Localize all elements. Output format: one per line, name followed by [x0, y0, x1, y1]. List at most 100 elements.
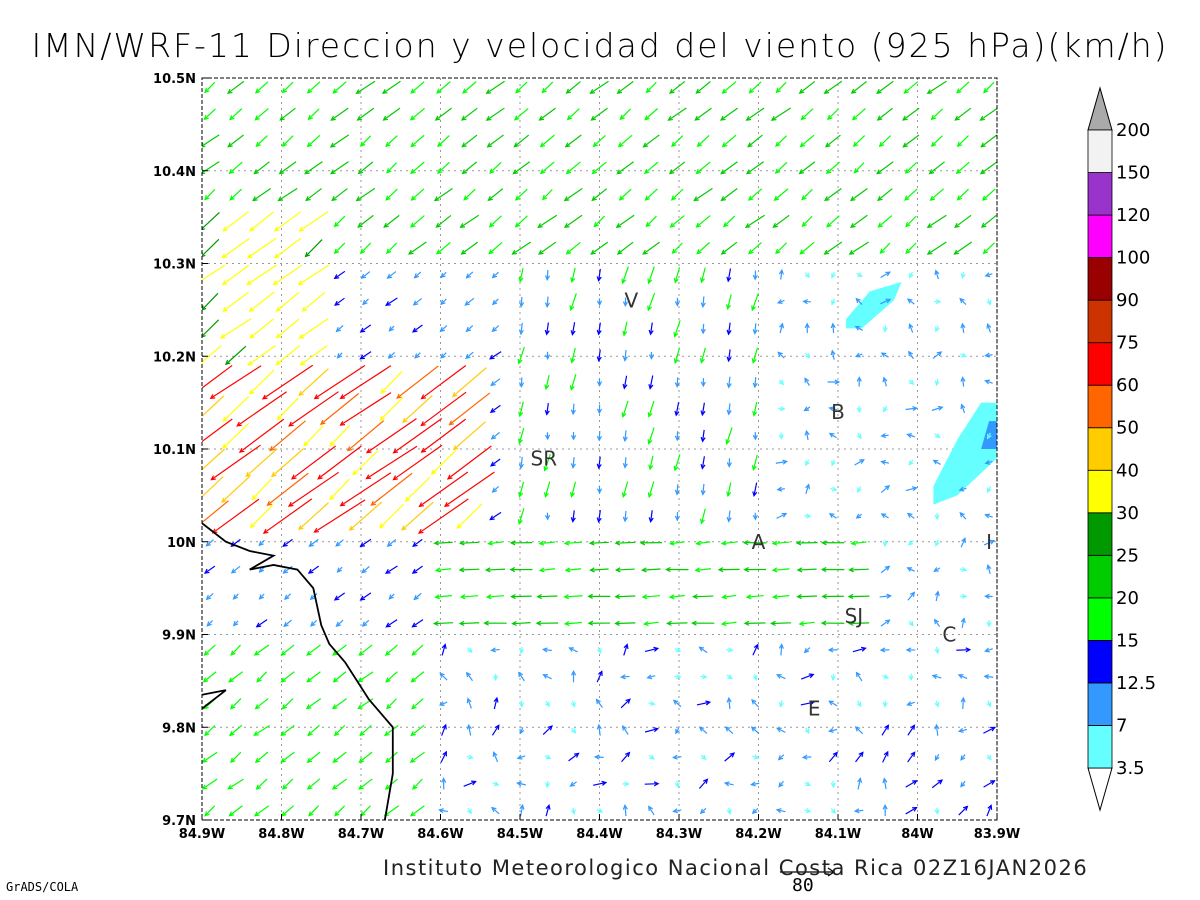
wind-arrow: [232, 620, 239, 627]
wind-arrow-shaft: [930, 188, 945, 201]
wind-arrow-shaft: [336, 619, 344, 627]
wind-arrow-shaft: [904, 81, 919, 94]
wind-arrow-shaft: [465, 351, 474, 359]
wind-arrow: [538, 540, 556, 546]
wind-arrow: [306, 751, 321, 763]
wind-arrow: [960, 537, 966, 548]
wind-arrow: [306, 81, 321, 94]
wind-arrow: [228, 805, 243, 817]
wind-arrow-head: [465, 671, 472, 678]
wind-arrow: [253, 725, 270, 736]
wind-arrow: [745, 107, 765, 121]
wind-arrow: [384, 644, 398, 656]
wind-arrow-shaft: [229, 805, 243, 817]
wind-arrow: [460, 241, 479, 255]
wind-arrow-head: [543, 492, 549, 498]
wind-arrow: [384, 565, 398, 574]
wind-arrow: [535, 620, 559, 626]
wind-arrow-shaft: [747, 595, 764, 598]
wind-arrow-head: [565, 169, 572, 175]
wind-arrow: [848, 241, 869, 255]
wind-arrow: [297, 264, 330, 286]
wind-arrow-head: [204, 195, 210, 201]
wind-arrow: [668, 80, 686, 94]
y-tick-label: 10.3N: [153, 258, 196, 273]
wind-arrow-head: [984, 272, 991, 278]
wind-arrow-head: [751, 465, 757, 471]
wind-arrow-shaft: [211, 444, 261, 481]
wind-arrow: [487, 540, 503, 546]
wind-arrow: [828, 432, 837, 439]
wind-arrow: [830, 486, 838, 492]
wind-arrow: [461, 161, 478, 175]
wind-arrow: [908, 459, 914, 466]
wind-arrow-head: [517, 358, 523, 365]
wind-arrow: [333, 270, 346, 280]
wind-arrow-shaft: [771, 107, 791, 121]
wind-arrow: [386, 162, 397, 174]
wind-arrow-head: [669, 222, 676, 228]
wind-arrow-shaft: [461, 134, 478, 148]
wind-arrow: [796, 594, 818, 600]
wind-arrow: [246, 237, 277, 259]
wind-arrow: [518, 268, 524, 283]
wind-arrow-head: [249, 226, 255, 232]
wind-arrow: [805, 459, 810, 467]
wind-arrow-head: [222, 443, 228, 449]
wind-arrow-shaft: [282, 698, 294, 709]
wind-arrow: [847, 620, 870, 626]
wind-arrow: [668, 161, 686, 175]
wind-arrow: [568, 647, 578, 653]
wind-arrow: [825, 161, 840, 175]
wind-arrow: [247, 345, 276, 366]
wind-arrow: [695, 161, 711, 175]
wind-arrow: [460, 107, 478, 121]
wind-arrow-shaft: [722, 81, 737, 94]
wind-arrow: [439, 672, 448, 681]
wind-arrow-shaft: [413, 297, 423, 306]
wind-arrow-head: [700, 490, 706, 496]
colorbar-box: [1087, 129, 1113, 173]
wind-arrow-head: [902, 142, 908, 148]
wind-arrow-head: [666, 620, 672, 626]
wind-arrow-head: [222, 306, 228, 312]
wind-arrow-shaft: [696, 701, 710, 706]
wind-arrow-head: [409, 811, 416, 817]
wind-arrow-shaft: [619, 108, 631, 120]
wind-arrow-shaft: [645, 188, 658, 201]
colorbar-box: [1087, 299, 1113, 344]
wind-arrow-shaft: [722, 621, 737, 625]
wind-arrow-head: [492, 751, 498, 757]
wind-arrow-shaft: [727, 268, 732, 282]
wind-arrow: [596, 456, 602, 470]
wind-arrow-head: [830, 675, 836, 682]
wind-arrow: [253, 805, 270, 817]
wind-arrow: [776, 512, 788, 519]
wind-arrow-head: [319, 419, 326, 425]
wind-arrow: [880, 459, 889, 465]
wind-arrow: [275, 345, 300, 366]
wind-arrow: [726, 376, 732, 389]
wind-arrow: [420, 391, 467, 427]
wind-arrow-shaft: [202, 319, 220, 338]
wind-arrow-head: [700, 436, 706, 443]
colorbar-box: [1087, 640, 1113, 684]
wind-arrow-head: [309, 594, 316, 601]
wind-arrow-head: [589, 567, 595, 573]
wind-arrow-head: [821, 540, 827, 546]
wind-arrow-head: [287, 501, 294, 507]
wind-arrow-head: [796, 594, 802, 600]
wind-arrow-head: [273, 226, 280, 232]
wind-arrow-head: [695, 222, 702, 228]
wind-arrow: [202, 778, 218, 790]
wind-arrow-shaft: [676, 377, 679, 387]
wind-arrow-shaft: [593, 134, 606, 147]
wind-arrow-shaft: [826, 161, 840, 174]
wind-arrow-head: [641, 594, 648, 600]
wind-arrow: [983, 780, 996, 788]
wind-arrow-head: [880, 513, 887, 519]
wind-arrow: [984, 379, 993, 385]
wind-arrow: [929, 188, 945, 201]
wind-arrow-head: [563, 196, 570, 202]
wind-arrow-head: [236, 421, 242, 427]
